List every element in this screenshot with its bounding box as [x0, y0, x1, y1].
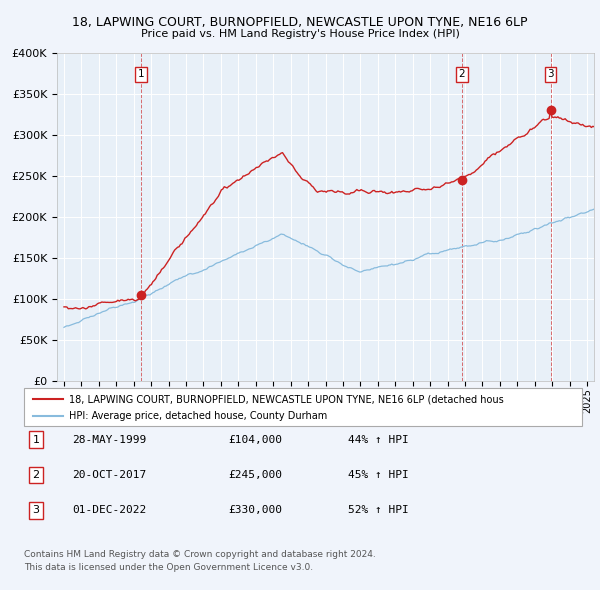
- Text: 52% ↑ HPI: 52% ↑ HPI: [348, 506, 409, 515]
- Text: 20-OCT-2017: 20-OCT-2017: [72, 470, 146, 480]
- Text: 44% ↑ HPI: 44% ↑ HPI: [348, 435, 409, 444]
- Text: 18, LAPWING COURT, BURNOPFIELD, NEWCASTLE UPON TYNE, NE16 6LP: 18, LAPWING COURT, BURNOPFIELD, NEWCASTL…: [72, 16, 528, 29]
- Text: 2: 2: [458, 70, 465, 80]
- Text: £245,000: £245,000: [228, 470, 282, 480]
- Text: Contains HM Land Registry data © Crown copyright and database right 2024.: Contains HM Land Registry data © Crown c…: [24, 550, 376, 559]
- Text: 28-MAY-1999: 28-MAY-1999: [72, 435, 146, 444]
- Text: 18, LAPWING COURT, BURNOPFIELD, NEWCASTLE UPON TYNE, NE16 6LP (detached hous: 18, LAPWING COURT, BURNOPFIELD, NEWCASTL…: [69, 394, 504, 404]
- Text: 1: 1: [32, 435, 40, 444]
- Text: HPI: Average price, detached house, County Durham: HPI: Average price, detached house, Coun…: [69, 411, 327, 421]
- Text: 3: 3: [547, 70, 554, 80]
- Text: £104,000: £104,000: [228, 435, 282, 444]
- Text: 2: 2: [32, 470, 40, 480]
- Text: £330,000: £330,000: [228, 506, 282, 515]
- Text: This data is licensed under the Open Government Licence v3.0.: This data is licensed under the Open Gov…: [24, 563, 313, 572]
- Text: 01-DEC-2022: 01-DEC-2022: [72, 506, 146, 515]
- Text: 1: 1: [138, 70, 145, 80]
- Text: 3: 3: [32, 506, 40, 515]
- Text: 45% ↑ HPI: 45% ↑ HPI: [348, 470, 409, 480]
- Text: Price paid vs. HM Land Registry's House Price Index (HPI): Price paid vs. HM Land Registry's House …: [140, 30, 460, 39]
